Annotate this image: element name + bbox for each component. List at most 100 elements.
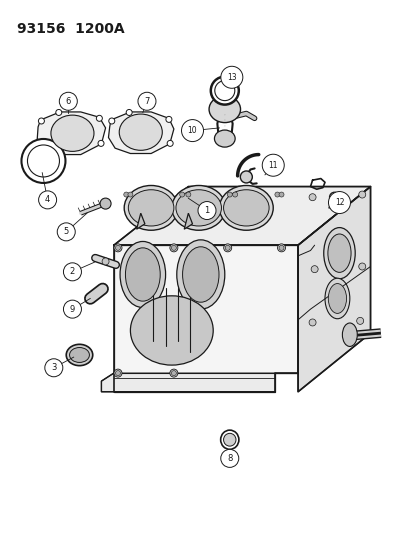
Circle shape [115, 245, 120, 251]
Circle shape [138, 92, 156, 110]
Ellipse shape [130, 296, 213, 365]
Circle shape [114, 244, 122, 252]
Circle shape [63, 300, 81, 318]
Circle shape [328, 191, 350, 214]
Circle shape [181, 119, 203, 142]
Ellipse shape [324, 278, 349, 319]
Circle shape [166, 116, 171, 123]
Circle shape [329, 192, 339, 202]
Circle shape [356, 317, 363, 325]
Polygon shape [108, 112, 173, 154]
Circle shape [114, 369, 122, 377]
Text: 5: 5 [64, 228, 69, 236]
Text: 11: 11 [268, 161, 277, 169]
Circle shape [220, 66, 242, 88]
Circle shape [225, 245, 230, 251]
Text: 13: 13 [226, 73, 236, 82]
Text: 4: 4 [45, 196, 50, 204]
Ellipse shape [120, 241, 165, 308]
Ellipse shape [176, 240, 224, 309]
Circle shape [115, 370, 120, 376]
Ellipse shape [209, 96, 240, 123]
Circle shape [167, 140, 173, 147]
Circle shape [223, 244, 231, 252]
Circle shape [169, 369, 178, 377]
Text: 2: 2 [70, 268, 75, 276]
Circle shape [38, 118, 44, 124]
Polygon shape [136, 213, 145, 229]
Circle shape [128, 192, 133, 197]
Ellipse shape [214, 130, 235, 147]
Ellipse shape [342, 323, 356, 346]
Circle shape [227, 192, 232, 197]
Circle shape [102, 258, 109, 265]
Circle shape [278, 245, 283, 251]
Circle shape [38, 191, 57, 209]
Circle shape [45, 359, 63, 377]
Circle shape [63, 263, 81, 281]
Circle shape [274, 192, 279, 197]
Ellipse shape [69, 348, 89, 362]
Ellipse shape [171, 185, 225, 230]
Polygon shape [297, 187, 370, 392]
Circle shape [185, 192, 190, 197]
Ellipse shape [125, 248, 160, 301]
Circle shape [27, 145, 59, 177]
Circle shape [171, 370, 176, 376]
Circle shape [210, 77, 238, 104]
Circle shape [57, 223, 75, 241]
Circle shape [214, 80, 234, 101]
Ellipse shape [66, 344, 93, 366]
Polygon shape [114, 245, 297, 392]
Circle shape [96, 115, 102, 122]
Text: 7: 7 [144, 97, 149, 106]
Ellipse shape [119, 114, 162, 150]
Ellipse shape [51, 115, 94, 151]
Circle shape [179, 192, 184, 197]
Circle shape [169, 244, 178, 252]
Circle shape [277, 244, 285, 252]
Ellipse shape [124, 185, 178, 230]
Circle shape [171, 245, 176, 251]
Ellipse shape [323, 228, 354, 279]
Text: 3: 3 [51, 364, 56, 372]
Ellipse shape [176, 190, 221, 226]
Ellipse shape [220, 430, 238, 449]
Polygon shape [114, 187, 370, 245]
Circle shape [232, 192, 237, 197]
Circle shape [309, 193, 315, 201]
Circle shape [123, 192, 128, 197]
Circle shape [197, 201, 216, 220]
Circle shape [59, 92, 77, 110]
Polygon shape [101, 373, 275, 392]
Circle shape [21, 139, 65, 183]
Ellipse shape [328, 284, 346, 313]
Circle shape [220, 449, 238, 467]
Circle shape [278, 192, 283, 197]
Text: 10: 10 [187, 126, 197, 135]
Circle shape [109, 118, 114, 124]
Circle shape [98, 140, 104, 147]
Text: 12: 12 [334, 198, 343, 207]
Circle shape [126, 109, 132, 116]
Circle shape [358, 191, 365, 198]
Ellipse shape [223, 433, 235, 446]
Text: 9: 9 [70, 305, 75, 313]
Text: 93156  1200A: 93156 1200A [17, 22, 124, 36]
Text: 6: 6 [66, 97, 71, 106]
Text: 1: 1 [204, 206, 209, 215]
Ellipse shape [223, 190, 268, 226]
Circle shape [100, 198, 111, 209]
Ellipse shape [327, 234, 350, 272]
Circle shape [261, 154, 284, 176]
Text: 8: 8 [227, 454, 232, 463]
Circle shape [56, 109, 62, 116]
Polygon shape [37, 112, 105, 155]
Circle shape [309, 319, 315, 326]
Circle shape [240, 171, 252, 183]
Circle shape [311, 265, 317, 273]
Ellipse shape [219, 185, 273, 230]
Ellipse shape [128, 190, 173, 226]
Polygon shape [184, 213, 192, 229]
Ellipse shape [182, 247, 218, 302]
